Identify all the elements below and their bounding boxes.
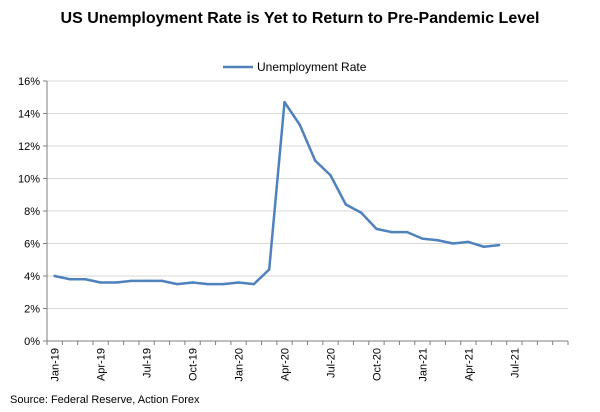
series-line-unemployment-rate	[53, 100, 501, 286]
x-tick-label: Jan-19	[50, 348, 62, 382]
y-tick-label: 12%	[18, 141, 40, 153]
data-point	[191, 281, 194, 284]
data-point	[375, 227, 378, 231]
legend-label: Unemployment Rate	[257, 60, 367, 74]
data-point	[53, 274, 56, 278]
data-point	[298, 123, 302, 127]
data-point	[283, 100, 286, 104]
x-tick-label: Oct-20	[371, 348, 383, 381]
data-point	[222, 282, 225, 286]
data-point	[176, 282, 179, 286]
y-tick-label: 2%	[24, 304, 40, 316]
x-tick-label: Jul-20	[325, 348, 337, 378]
data-point	[99, 281, 102, 284]
data-point	[145, 279, 148, 283]
data-point	[482, 245, 485, 248]
gridlines	[47, 80, 568, 309]
y-tick-label: 14%	[18, 109, 40, 121]
y-axis-ticks: 0% 2% 4% 6% 8% 10% 12% 14% 16%	[18, 76, 47, 348]
data-point	[68, 278, 72, 281]
data-point	[451, 242, 455, 245]
x-tick-label: Jul-21	[509, 348, 521, 378]
data-point	[421, 237, 424, 240]
x-tick-label: Oct-19	[188, 348, 200, 381]
y-tick-label: 0%	[24, 336, 40, 348]
data-point	[359, 211, 363, 214]
data-point	[329, 174, 332, 177]
y-tick-label: 8%	[24, 206, 40, 218]
y-tick-label: 16%	[18, 76, 40, 88]
chart-title: US Unemployment Rate is Yet to Return to…	[60, 10, 540, 27]
x-axis-ticks: Jan-19 Apr-19 Jul-19 Oct-19 Jan-20 Apr-20 Jul-…	[46, 341, 569, 382]
data-point	[267, 268, 271, 271]
x-tick-label: Jan-21	[417, 348, 429, 382]
data-point	[130, 279, 133, 283]
x-tick-label: Apr-19	[96, 348, 108, 381]
data-point	[252, 282, 256, 286]
data-point	[114, 281, 118, 284]
data-point	[436, 239, 439, 242]
data-point	[313, 159, 317, 162]
x-tick-label: Jan-20	[234, 348, 246, 382]
data-point	[390, 230, 393, 234]
data-point	[344, 203, 348, 206]
x-tick-label: Apr-21	[463, 348, 475, 381]
legend: Unemployment Rate	[223, 60, 367, 74]
series-group	[53, 100, 501, 286]
y-tick-label: 6%	[24, 239, 40, 251]
data-point	[84, 278, 87, 281]
source-note: Source: Federal Reserve, Action Forex	[10, 394, 200, 406]
data-point	[497, 243, 501, 247]
x-tick-label: Jul-19	[142, 348, 154, 378]
y-tick-label: 4%	[24, 271, 40, 283]
data-point	[405, 230, 409, 234]
x-tick-label: Apr-20	[280, 348, 292, 381]
data-point	[160, 279, 164, 283]
y-tick-label: 10%	[18, 174, 40, 186]
data-point	[206, 282, 210, 286]
data-point	[237, 281, 240, 284]
data-point	[467, 240, 470, 244]
